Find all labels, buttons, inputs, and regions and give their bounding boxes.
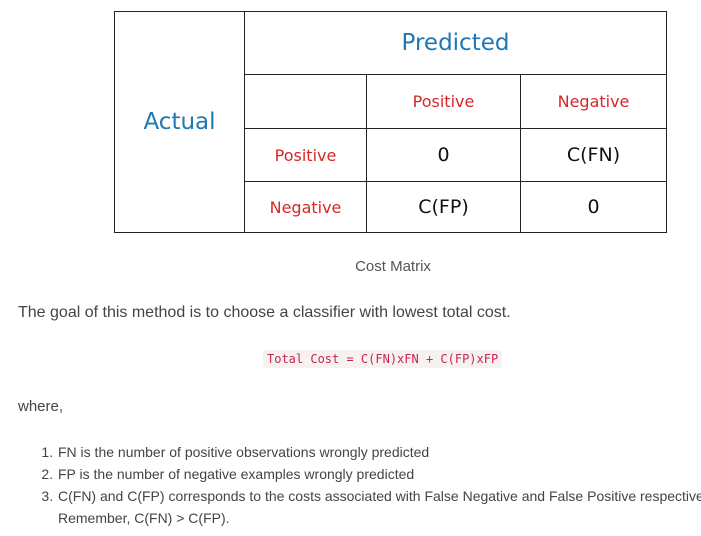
- empty-corner-cell: [244, 74, 367, 129]
- list-item: FP is the number of negative examples wr…: [57, 463, 701, 485]
- column-header-positive: Positive: [366, 74, 521, 129]
- actual-axis-label: Actual: [114, 11, 245, 233]
- intro-paragraph: The goal of this method is to choose a c…: [18, 304, 511, 321]
- table-caption: Cost Matrix: [355, 258, 431, 275]
- row-header-positive: Positive: [244, 128, 367, 182]
- cost-cell-tp: 0: [366, 128, 521, 182]
- column-header-negative: Negative: [520, 74, 667, 129]
- list-item: C(FN) and C(FP) corresponds to the costs…: [57, 485, 701, 529]
- predicted-axis-label: Predicted: [244, 11, 667, 75]
- total-cost-formula: Total Cost = C(FN)xFN + C(FP)xFP: [263, 350, 503, 368]
- definitions-list: FN is the number of positive observation…: [22, 441, 701, 529]
- where-text: where,: [18, 398, 64, 415]
- cost-cell-fn: C(FN): [520, 128, 667, 182]
- cost-cell-tn: 0: [520, 181, 667, 233]
- cost-cell-fp: C(FP): [366, 181, 521, 233]
- list-item: FN is the number of positive observation…: [57, 441, 701, 463]
- cost-matrix-table: Actual Predicted Positive Negative Posit…: [114, 11, 667, 233]
- row-header-negative: Negative: [244, 181, 367, 233]
